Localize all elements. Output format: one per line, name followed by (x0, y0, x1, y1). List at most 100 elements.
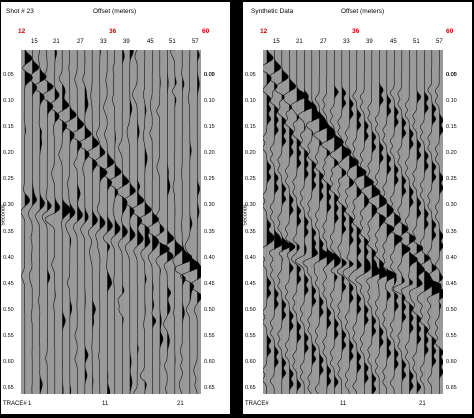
trace-wiggle (180, 50, 200, 394)
time-tick-left: 0.55 (3, 332, 14, 339)
trace-wiggle (268, 50, 283, 394)
trace-wiggle (409, 50, 425, 394)
time-tick-left: 0.15 (245, 124, 256, 131)
time-tick-right: 0.55 (204, 332, 215, 339)
offset-axis-title: Offset (meters) (341, 8, 385, 15)
trace-fill (364, 50, 374, 394)
seismogram-wiggle-traces (21, 50, 201, 394)
offset-tick: 57 (192, 39, 199, 45)
red-offset-tick: 12 (18, 28, 26, 35)
trace-wiggle (71, 50, 85, 394)
offset-tick: 33 (100, 39, 107, 45)
trace-wiggle (131, 50, 145, 394)
panel-title: Synthetic Data (251, 8, 294, 15)
seismogram-wiggle-traces (263, 50, 443, 394)
trace-wiggle (170, 50, 183, 394)
trace-fill (356, 50, 367, 394)
trace-fill (311, 50, 322, 394)
offset-tick: 27 (77, 39, 84, 45)
time-tick-left: 0.10 (245, 98, 256, 105)
time-tick-left: 0.05 (245, 72, 256, 78)
trace-axis-label: TRACE# (245, 401, 269, 407)
time-tick-right: 0.15 (204, 124, 215, 131)
time-tick-left: 0.35 (245, 228, 256, 235)
time-tick-left: 0.45 (3, 280, 14, 287)
trace-fill (197, 50, 201, 394)
trace-fill (47, 50, 54, 394)
time-tick-right: 0.05 (446, 72, 457, 78)
trace-wiggle (27, 50, 40, 394)
trace-wiggle (400, 50, 418, 394)
time-tick-right: 0.50 (446, 306, 457, 313)
seismogram-plot (21, 50, 201, 394)
time-tick-right: 0.65 (446, 385, 457, 391)
trace-wiggle (274, 50, 292, 394)
time-tick-right: 0.15 (446, 124, 457, 131)
trace-fill (274, 50, 283, 394)
time-tick-right: 0.65 (204, 385, 215, 391)
time-tick-right: 0.50 (204, 306, 215, 313)
trace-wiggle (355, 50, 375, 394)
offset-tick: 21 (296, 39, 303, 45)
offset-tick: 51 (169, 39, 176, 45)
time-tick-right: 0.25 (204, 176, 215, 183)
trace-fill (167, 50, 174, 394)
time-tick-left: 0.30 (245, 202, 256, 209)
trace-fill (431, 50, 442, 394)
trace-wiggle (101, 50, 115, 394)
trace-fill (174, 50, 183, 394)
trace-wiggle (390, 50, 403, 394)
trace-fill (394, 50, 403, 394)
trace-wiggle (321, 50, 337, 394)
time-tick-left: 0.15 (3, 124, 14, 131)
time-tick-left: 0.20 (3, 150, 14, 157)
time-tick-right: 0.45 (204, 280, 215, 287)
trace-wiggle (45, 50, 61, 394)
trace-wiggle (189, 50, 201, 394)
offset-tick: 27 (320, 39, 327, 45)
trace-fill (424, 50, 434, 394)
trace-fill (182, 50, 192, 394)
seismogram-plot (263, 50, 443, 394)
trace-wiggle (108, 50, 122, 394)
time-tick-right: 0.10 (204, 98, 215, 105)
trace-wiggle (416, 50, 434, 394)
time-tick-right: 0.35 (204, 228, 215, 235)
trace-wiggle (290, 50, 307, 394)
trace-tick: 1 (28, 401, 32, 407)
red-offset-tick: 60 (446, 28, 454, 35)
trace-wiggle (375, 50, 390, 394)
trace-wiggle (123, 50, 136, 394)
time-tick-left: 0.65 (3, 385, 14, 391)
offset-tick: 45 (390, 39, 397, 45)
time-tick-left: 0.05 (3, 72, 14, 78)
trace-tick: 21 (177, 401, 184, 407)
red-offset-tick: 36 (352, 28, 360, 35)
trace-wiggle (116, 50, 130, 394)
trace-fill (304, 50, 314, 394)
time-tick-left: 0.30 (3, 202, 14, 209)
time-tick-right: 0.05 (204, 72, 215, 78)
trace-fill (92, 50, 99, 394)
time-tick-right: 0.40 (204, 254, 215, 261)
time-tick-left: 0.35 (3, 228, 14, 235)
time-tick-left: 0.55 (245, 332, 256, 339)
trace-wiggle (138, 50, 152, 394)
trace-wiggle (348, 50, 367, 394)
trace-tick: 21 (419, 401, 426, 407)
trace-wiggle (174, 50, 192, 394)
trace-wiggle (21, 50, 33, 394)
trace-wiggle (86, 50, 100, 394)
trace-fill (296, 50, 307, 394)
trace-tick: 11 (340, 401, 347, 407)
trace-wiggle (94, 50, 108, 394)
trace-fill (99, 50, 108, 394)
trace-fill (32, 50, 39, 394)
red-offset-tick: 36 (109, 28, 117, 35)
trace-wiggle (56, 50, 72, 394)
trace-wiggle (146, 50, 160, 394)
trace-fill (326, 50, 336, 394)
time-tick-right: 0.00 (204, 72, 215, 78)
offset-tick: 39 (366, 39, 373, 45)
trace-fill (137, 50, 144, 394)
